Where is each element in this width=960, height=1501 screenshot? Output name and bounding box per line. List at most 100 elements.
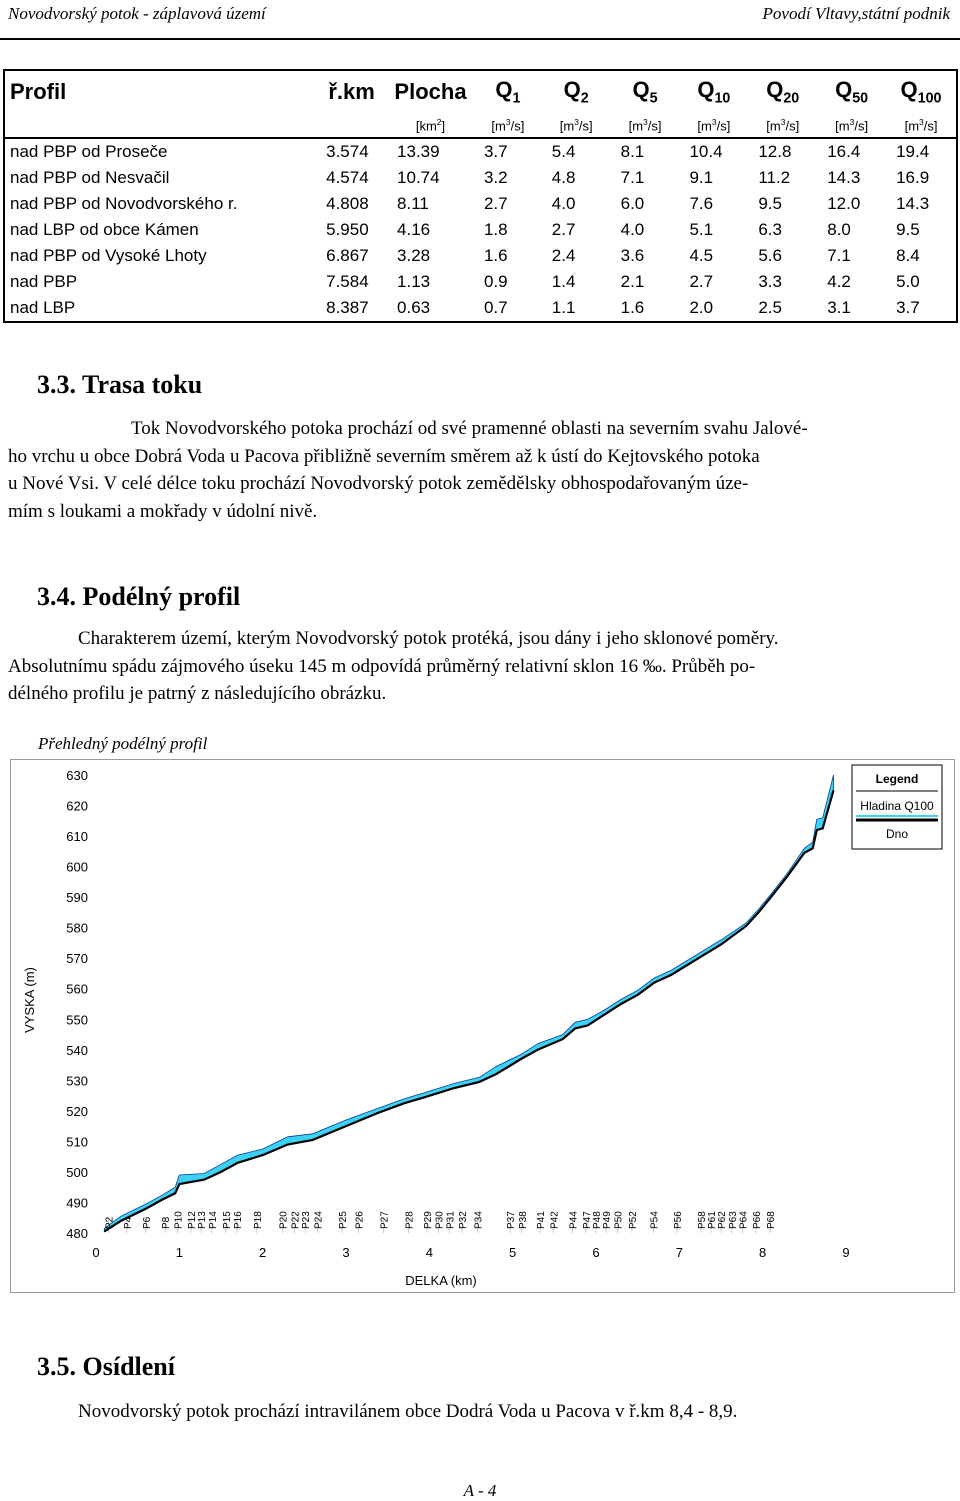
value-cell: 9.5	[886, 217, 958, 243]
value-cell: 5.950	[326, 220, 369, 239]
profile-label: P28	[405, 1211, 416, 1229]
value-cell: 16.4	[827, 142, 861, 161]
profile-label: P25	[338, 1211, 349, 1229]
x-tick-label: 5	[509, 1245, 516, 1260]
col-header-q20: Q20	[748, 69, 818, 113]
y-tick-label: 520	[66, 1104, 88, 1119]
text-line: Tok Novodvorského potoka prochází od své…	[131, 418, 808, 439]
chart-caption: Přehledný podélný profil	[38, 734, 208, 753]
value-cell: 3.6	[620, 246, 645, 265]
value-cell: 5.1	[689, 220, 714, 239]
text-line: u Nové Vsi. V celé délce toku prochází N…	[8, 473, 749, 494]
value-cell: 5.4	[551, 142, 576, 161]
value-cell: 5.0	[886, 269, 958, 295]
col-header-rkm: ř.km	[316, 69, 388, 113]
profile-name-cell: nad PBP od Vysoké Lhoty	[2, 243, 317, 269]
col-header-q5: Q5	[610, 69, 680, 113]
section-3-3-text: Tok Novodvorského potoka prochází od své…	[8, 415, 953, 525]
profile-label: P23	[301, 1211, 312, 1229]
value-cell: 4.16	[397, 220, 431, 239]
value-cell: 10.4	[689, 142, 723, 161]
profile-label: P8	[161, 1216, 172, 1229]
col-header-profile: Profil	[2, 69, 317, 113]
y-tick-label: 530	[66, 1073, 88, 1088]
profile-chart-frame: 480 490 500 510 520 530 540 550 560 570 580 590 600 6…	[10, 759, 955, 1293]
value-cell: 1.13	[397, 272, 431, 291]
value-cell: 12.8	[758, 142, 792, 161]
value-cell: 7.6	[689, 194, 714, 213]
unit-q100: [m3/s]	[886, 113, 958, 139]
x-tick-label: 8	[759, 1245, 766, 1260]
value-cell: 5.6	[758, 246, 782, 265]
profile-label: P32	[458, 1211, 469, 1229]
profile-label: P64	[739, 1211, 750, 1229]
section-3-4-text: Charakterem území, kterým Novodvorský po…	[8, 625, 953, 708]
y-tick-label: 620	[66, 799, 88, 814]
unit-q50: [m3/s]	[817, 113, 887, 139]
profile-label: P13	[197, 1211, 208, 1229]
col-header-q10: Q10	[679, 69, 749, 113]
value-cell: 3.7	[483, 142, 508, 161]
value-cell: 8.1	[620, 142, 645, 161]
section-3-3-title: 3.3. Trasa toku	[37, 370, 203, 399]
unit-q1: [m3/s]	[473, 113, 542, 139]
profile-label: P4	[123, 1216, 134, 1229]
col-header-q2: Q2	[541, 69, 611, 113]
y-tick-label: 590	[66, 890, 88, 905]
value-cell: 9.5	[758, 194, 782, 213]
value-cell: 9.1	[689, 168, 714, 187]
y-tick-label: 550	[66, 1012, 88, 1027]
profile-label: P16	[233, 1211, 244, 1229]
value-cell: 2.4	[551, 246, 576, 265]
profile-label: P61	[707, 1211, 718, 1229]
text-line: Absolutnímu spádu zájmového úseku 145 m …	[8, 655, 756, 677]
table-row: nad PBP 7.584 1.13 0.9 1.4 2.1 2.7 3.3 4.2 5.0	[2, 269, 958, 295]
value-cell: 4.808	[326, 194, 369, 213]
value-cell: 6.3	[758, 220, 782, 239]
value-cell: 3.7	[886, 295, 958, 323]
value-cell: 0.9	[483, 272, 508, 291]
profile-label: P47	[582, 1211, 593, 1229]
table-row: nad PBP od Nesvačil 4.574 10.74 3.2 4.8 7.1 9.…	[2, 165, 958, 191]
x-tick-label: 9	[842, 1245, 849, 1260]
col-header-q1: Q1	[473, 69, 542, 113]
x-tick-label: 4	[426, 1245, 433, 1260]
col-header-q50: Q50	[817, 69, 887, 113]
value-cell: 7.584	[326, 272, 369, 291]
value-cell: 0.7	[473, 295, 542, 323]
profile-label: P14	[208, 1211, 219, 1229]
table-header-row: Profil ř.km Plocha Q1 Q2 Q5 Q10 Q20 Q50 …	[2, 69, 958, 113]
profile-label: P24	[314, 1211, 325, 1229]
table-row: nad PBP od Proseče 3.574 13.39 3.7 5.4 8.1 10.…	[2, 138, 958, 165]
header-organization: Povodí Vltavy,státní podnik	[762, 4, 950, 23]
value-cell: 3.2	[483, 168, 508, 187]
profile-name-cell: nad PBP od Novodvorského r.	[2, 191, 317, 217]
y-tick-label: 610	[66, 829, 88, 844]
page-number: A - 4	[463, 1481, 497, 1500]
unit-q20: [m3/s]	[748, 113, 818, 139]
profile-label: P37	[506, 1211, 517, 1229]
water-level-q100-area	[103, 774, 834, 1233]
profile-label: P12	[187, 1211, 198, 1229]
value-cell: 1.6	[483, 246, 508, 265]
profile-name-cell: nad LBP	[2, 295, 317, 323]
profile-label: P50	[614, 1211, 625, 1229]
page-header: Novodvorský potok - záplavová území Povo…	[0, 0, 960, 40]
y-tick-label: 630	[66, 768, 88, 783]
value-cell: 8.0	[827, 220, 851, 239]
profile-label: P2	[105, 1216, 116, 1229]
value-cell: 2.0	[679, 295, 749, 323]
profile-label: P29	[423, 1211, 434, 1229]
profile-label: P41	[536, 1211, 547, 1229]
value-cell: 4.0	[551, 194, 576, 213]
value-cell: 2.7	[689, 272, 714, 291]
value-cell: 16.9	[886, 165, 958, 191]
profile-label: P58	[697, 1211, 708, 1229]
profile-label: P66	[752, 1211, 763, 1229]
value-cell: 19.4	[886, 138, 958, 165]
table-units-row: [km2] [m3/s] [m3/s] [m3/s] [m3/s] [m3/s]…	[2, 113, 958, 139]
profile-name-cell: nad LBP od obce Kámen	[2, 217, 317, 243]
profile-label: P63	[728, 1211, 739, 1229]
col-header-area: Plocha	[387, 69, 474, 113]
value-cell: 14.3	[827, 168, 861, 187]
